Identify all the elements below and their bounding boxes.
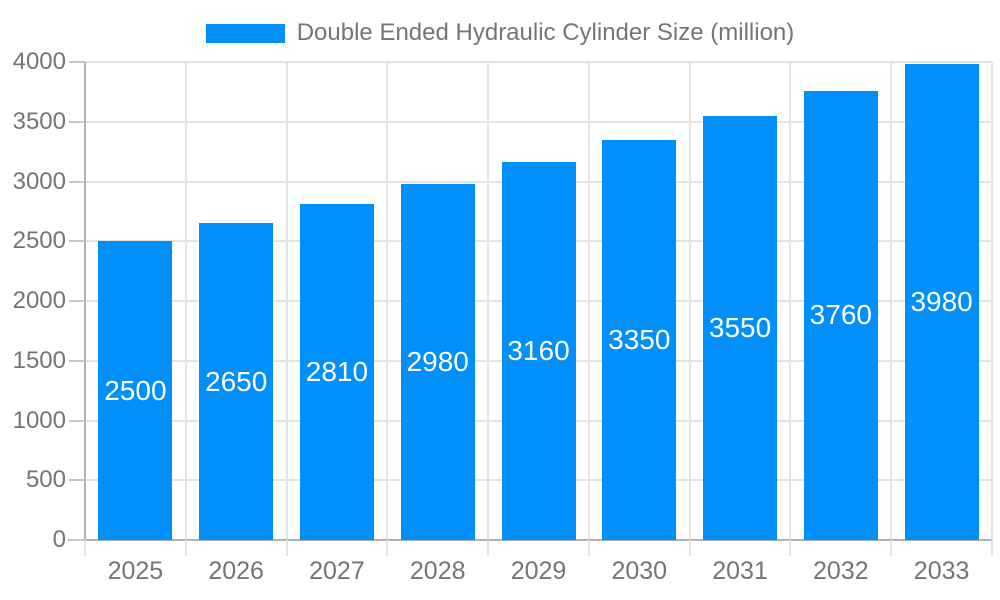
bar-2033[interactable]: 3980 — [904, 64, 979, 540]
x-tick-label: 2028 — [409, 557, 466, 585]
y-tick-label: 2500 — [12, 227, 66, 255]
y-tick-mark — [69, 240, 85, 243]
x-tick-mark — [386, 540, 389, 556]
y-tick-label: 1000 — [12, 406, 66, 434]
bar-value-label: 3160 — [507, 335, 570, 367]
y-tick-label: 1500 — [12, 346, 66, 374]
x-tick-mark — [890, 540, 893, 556]
x-tick-label: 2025 — [107, 557, 164, 585]
gridline-horizontal — [85, 61, 992, 63]
x-tick-label: 2029 — [510, 557, 567, 585]
bar-value-label: 2500 — [104, 374, 167, 406]
bar-2032[interactable]: 3760 — [803, 90, 878, 540]
bar-value-label: 2650 — [205, 365, 268, 397]
bar-2026[interactable]: 2650 — [199, 223, 274, 540]
x-tick-mark — [184, 540, 187, 556]
x-tick-mark — [285, 540, 288, 556]
y-tick-mark — [69, 479, 85, 482]
y-tick-label: 500 — [25, 466, 66, 494]
y-tick-label: 0 — [52, 526, 66, 553]
x-axis: 2025 2026 2027 2028 2029 2030 2031 2032 2033 — [85, 540, 992, 592]
bar-2028[interactable]: 2980 — [400, 183, 475, 540]
bar-value-label: 3550 — [708, 311, 772, 343]
y-tick-mark — [69, 120, 85, 123]
x-tick-label: 2026 — [208, 557, 264, 585]
x-tick-mark — [688, 540, 691, 556]
y-tick-mark — [69, 359, 85, 362]
bar-2027[interactable]: 2810 — [299, 204, 374, 540]
y-tick-mark — [69, 61, 85, 63]
y-tick-mark — [69, 419, 85, 422]
x-tick-mark — [84, 540, 86, 556]
y-tick-label: 4000 — [12, 48, 66, 75]
plot-area: 2500 2650 2810 2980 3160 3350 3550 3760 3980 — [68, 61, 993, 556]
bar-value-label: 3760 — [809, 299, 872, 331]
bar-value-label: 2980 — [406, 345, 469, 377]
bar-value-label: 3980 — [910, 286, 973, 318]
legend-swatch-icon — [205, 23, 285, 43]
x-tick-label: 2031 — [712, 557, 768, 585]
bar-2030[interactable]: 3350 — [602, 139, 677, 540]
x-tick-label: 2027 — [309, 557, 365, 585]
y-tick-label: 3500 — [12, 107, 66, 135]
y-axis-line — [84, 62, 86, 556]
x-tick-label: 2030 — [611, 557, 668, 585]
y-tick-mark — [69, 539, 85, 541]
y-tick-label: 3000 — [12, 167, 66, 195]
x-tick-mark — [587, 540, 590, 556]
bar-2031[interactable]: 3550 — [703, 115, 778, 540]
bar-2029[interactable]: 3160 — [501, 162, 576, 540]
x-axis-line — [68, 539, 992, 541]
bar-value-label: 2810 — [305, 356, 369, 388]
y-tick-label: 2000 — [12, 287, 66, 314]
gridline-vertical — [991, 62, 993, 540]
x-tick-mark — [991, 540, 993, 556]
x-tick-mark — [487, 540, 490, 556]
x-tick-label: 2032 — [813, 557, 869, 585]
y-tick-mark — [69, 300, 85, 302]
bar-value-label: 3350 — [608, 323, 671, 355]
y-tick-mark — [69, 180, 85, 183]
x-tick-label: 2033 — [913, 557, 970, 585]
gridline-horizontal — [85, 120, 992, 123]
chart-legend[interactable]: Double Ended Hydraulic Cylinder Size (mi… — [0, 14, 1000, 52]
bar-2025[interactable]: 2500 — [98, 241, 173, 540]
legend-label: Double Ended Hydraulic Cylinder Size (mi… — [296, 19, 795, 46]
x-tick-mark — [789, 540, 792, 556]
